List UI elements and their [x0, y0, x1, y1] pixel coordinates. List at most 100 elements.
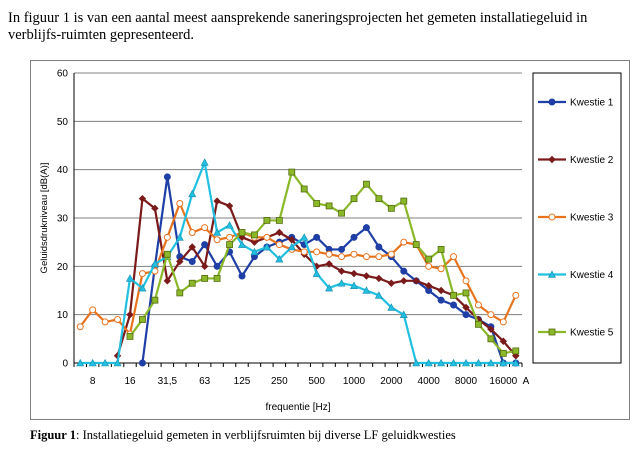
data-point-kwestie-3 — [201, 224, 209, 232]
data-point-kwestie-5 — [300, 185, 308, 193]
x-tick-label: 2000 — [380, 376, 403, 387]
data-point-kwestie-4 — [88, 358, 97, 367]
x-tick-label: 125 — [234, 376, 251, 387]
data-point-kwestie-3 — [313, 248, 321, 256]
data-point-kwestie-3 — [76, 323, 84, 331]
data-point-kwestie-5 — [126, 333, 134, 340]
data-point-kwestie-4 — [337, 279, 346, 287]
data-point-kwestie-4 — [349, 281, 359, 289]
data-point-kwestie-4 — [412, 358, 421, 367]
data-point-kwestie-2 — [350, 269, 358, 278]
data-point-kwestie-3 — [362, 253, 370, 261]
legend-marker-kwestie-5 — [548, 328, 556, 336]
y-tick-label: 50 — [57, 117, 69, 128]
data-point-kwestie-2 — [250, 238, 259, 246]
data-point-kwestie-5 — [437, 246, 445, 253]
y-tick-label: 40 — [57, 165, 69, 176]
data-point-kwestie-3 — [300, 248, 308, 256]
data-point-kwestie-2 — [275, 228, 284, 237]
data-point-kwestie-4 — [486, 358, 495, 367]
data-point-kwestie-4 — [200, 158, 209, 166]
data-point-kwestie-1 — [313, 233, 321, 241]
data-point-kwestie-2 — [499, 337, 508, 345]
data-point-kwestie-2 — [200, 262, 209, 271]
data-point-kwestie-4 — [325, 283, 334, 292]
data-point-kwestie-4 — [275, 254, 284, 263]
legend-label: Kwestie 2 — [570, 155, 614, 166]
data-point-kwestie-5 — [350, 195, 358, 203]
data-point-kwestie-1 — [462, 311, 470, 319]
data-point-kwestie-5 — [450, 291, 457, 299]
data-point-kwestie-4 — [424, 358, 433, 367]
x-tick-label: 16000 — [489, 376, 517, 387]
data-point-kwestie-5 — [375, 195, 383, 203]
data-point-kwestie-3 — [89, 306, 97, 314]
data-point-kwestie-2 — [400, 277, 408, 285]
data-point-kwestie-5 — [275, 217, 283, 224]
data-point-kwestie-3 — [101, 318, 109, 326]
data-point-kwestie-2 — [138, 194, 147, 203]
data-point-kwestie-3 — [114, 316, 122, 323]
data-point-kwestie-2 — [325, 260, 333, 268]
data-point-kwestie-4 — [237, 240, 247, 248]
data-point-kwestie-4 — [399, 310, 408, 318]
data-point-kwestie-5 — [313, 200, 321, 207]
x-tick-label: 500 — [308, 376, 325, 387]
data-point-kwestie-3 — [275, 241, 283, 249]
data-point-kwestie-3 — [462, 277, 470, 285]
data-point-kwestie-5 — [251, 231, 258, 239]
data-point-kwestie-1 — [400, 267, 408, 275]
caption-label: Figuur 1 — [30, 428, 76, 442]
data-point-kwestie-3 — [400, 238, 408, 246]
data-point-kwestie-5 — [425, 255, 433, 263]
data-point-kwestie-2 — [176, 257, 184, 266]
data-point-kwestie-4 — [138, 283, 147, 292]
data-point-kwestie-3 — [188, 229, 196, 236]
data-point-kwestie-3 — [338, 253, 346, 261]
data-point-kwestie-3 — [387, 250, 395, 258]
data-point-kwestie-1 — [213, 262, 221, 270]
data-point-kwestie-3 — [450, 253, 458, 261]
chart-frame: 0 10 20 30 40 50 60 8 16 31,5 63 125 250 500 1000 2000 4… — [30, 60, 630, 420]
data-point-kwestie-4 — [262, 242, 271, 251]
data-point-kwestie-4 — [225, 221, 234, 229]
data-point-kwestie-2 — [225, 202, 234, 210]
data-point-kwestie-4 — [101, 358, 110, 367]
y-axis-title: Geluidsdrukniveau [dB(A)] — [39, 163, 50, 274]
data-point-kwestie-1 — [238, 272, 246, 280]
data-point-kwestie-4 — [461, 358, 471, 367]
data-point-kwestie-2 — [337, 267, 346, 275]
data-point-kwestie-4 — [150, 259, 159, 268]
x-tick-label: 8 — [90, 376, 96, 387]
data-point-kwestie-4 — [374, 291, 383, 299]
series-line-kwestie-2 — [116, 197, 517, 357]
data-point-kwestie-4 — [449, 358, 458, 367]
y-tick-label: 0 — [62, 359, 68, 370]
x-axis-title: frequentie [Hz] — [265, 402, 330, 413]
line-chart: 0 10 20 30 40 50 60 8 16 31,5 63 125 250 500 1000 2000 4… — [39, 69, 622, 413]
data-point-kwestie-3 — [437, 265, 445, 273]
y-tick-label: 60 — [57, 69, 69, 80]
data-point-kwestie-1 — [437, 296, 445, 304]
y-tick-label: 10 — [57, 310, 69, 321]
data-point-kwestie-1 — [375, 243, 383, 251]
data-point-kwestie-3 — [487, 311, 495, 319]
data-point-kwestie-1 — [188, 258, 196, 265]
data-point-kwestie-2 — [163, 277, 172, 285]
data-point-kwestie-5 — [139, 316, 146, 323]
legend-marker-kwestie-2 — [548, 155, 556, 164]
data-point-kwestie-4 — [250, 247, 259, 256]
data-point-kwestie-1 — [163, 173, 171, 181]
data-point-kwestie-1 — [350, 233, 358, 241]
data-point-kwestie-4 — [113, 358, 122, 367]
data-point-kwestie-2 — [437, 286, 445, 295]
x-tick-label: 63 — [199, 376, 211, 387]
data-point-kwestie-5 — [226, 241, 233, 248]
data-point-kwestie-1 — [201, 241, 209, 249]
data-point-kwestie-5 — [263, 217, 271, 224]
data-point-kwestie-3 — [226, 233, 234, 241]
legend-marker-kwestie-3 — [548, 213, 556, 221]
data-point-kwestie-2 — [387, 279, 396, 287]
data-point-kwestie-5 — [387, 204, 395, 212]
data-point-kwestie-3 — [499, 318, 507, 326]
